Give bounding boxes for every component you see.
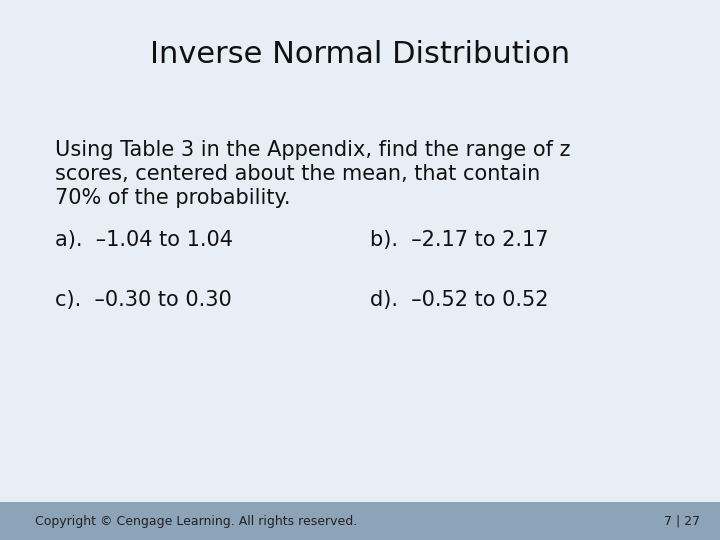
Text: b).  –2.17 to 2.17: b). –2.17 to 2.17 xyxy=(370,230,549,250)
Text: d).  –0.52 to 0.52: d). –0.52 to 0.52 xyxy=(370,290,549,310)
Text: 7 | 27: 7 | 27 xyxy=(664,515,700,528)
Text: scores, centered about the mean, that contain: scores, centered about the mean, that co… xyxy=(55,164,540,184)
Bar xyxy=(0,502,720,540)
Text: Using Table 3 in the Appendix, find the range of z: Using Table 3 in the Appendix, find the … xyxy=(55,140,570,160)
Text: a).  –1.04 to 1.04: a). –1.04 to 1.04 xyxy=(55,230,233,250)
Text: c).  –0.30 to 0.30: c). –0.30 to 0.30 xyxy=(55,290,232,310)
Text: Copyright © Cengage Learning. All rights reserved.: Copyright © Cengage Learning. All rights… xyxy=(35,515,357,528)
Text: 70% of the probability.: 70% of the probability. xyxy=(55,188,290,208)
Text: Inverse Normal Distribution: Inverse Normal Distribution xyxy=(150,40,570,69)
